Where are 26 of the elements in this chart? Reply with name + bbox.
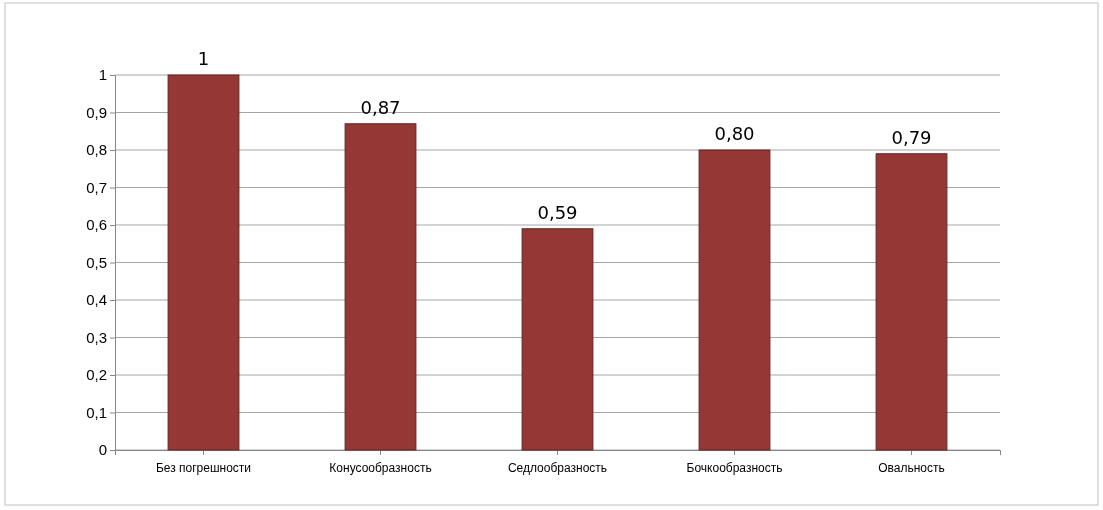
y-tick-label: 0,5: [86, 253, 107, 271]
x-tick-label: Без погрешности: [155, 461, 252, 476]
y-tick-label: 0,9: [86, 103, 107, 121]
y-tick-label: 0,2: [86, 366, 107, 384]
data-label: 0,80: [714, 123, 755, 144]
bar: [167, 74, 240, 451]
x-tick-label: Овальность: [878, 461, 945, 476]
bar: [875, 153, 948, 451]
y-tick-label: 1: [98, 66, 107, 84]
x-tick-label: Бочкообразность: [686, 461, 783, 476]
x-tick-label: Седлообразность: [507, 461, 608, 476]
data-label: 0,79: [891, 126, 932, 148]
y-tick-label: 0,1: [86, 403, 107, 421]
bar: [344, 123, 417, 451]
x-tick-label: Конусообразность: [329, 461, 432, 476]
data-label: 1: [197, 48, 210, 69]
data-label: 0,59: [537, 201, 578, 223]
y-tick-label: 0,3: [86, 328, 107, 346]
data-label: 0,87: [360, 96, 401, 118]
y-tick-label: 0,7: [86, 178, 107, 196]
bar: [698, 149, 771, 451]
y-tick-label: 0,8: [86, 141, 107, 159]
y-tick-label: 0,6: [86, 216, 107, 234]
y-tick-label: 0,4: [86, 291, 107, 309]
bar: [521, 228, 594, 451]
y-tick-label: 0: [98, 441, 107, 459]
